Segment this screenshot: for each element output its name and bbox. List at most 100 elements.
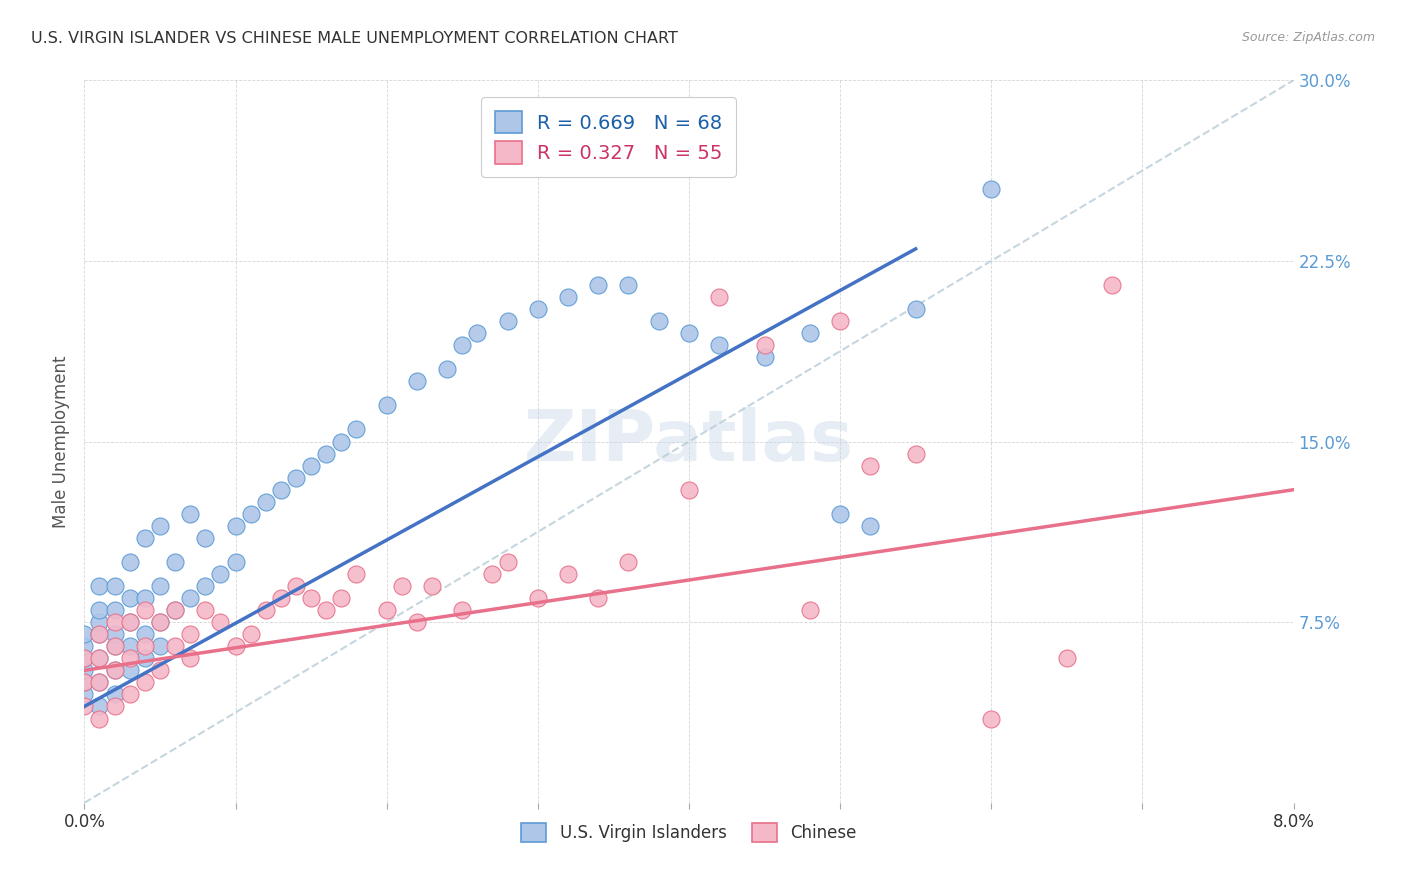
Point <box>346 567 368 582</box>
Point <box>118 591 141 605</box>
Point <box>754 350 776 364</box>
Point <box>179 591 201 605</box>
Point <box>830 507 852 521</box>
Point <box>225 555 247 569</box>
Point <box>179 627 201 641</box>
Point <box>678 326 700 340</box>
Point <box>285 579 308 593</box>
Point <box>89 651 111 665</box>
Point <box>73 651 96 665</box>
Point <box>315 446 337 460</box>
Point <box>149 579 172 593</box>
Point <box>209 615 232 630</box>
Text: U.S. VIRGIN ISLANDER VS CHINESE MALE UNEMPLOYMENT CORRELATION CHART: U.S. VIRGIN ISLANDER VS CHINESE MALE UNE… <box>31 31 678 46</box>
Point <box>89 712 111 726</box>
Point <box>104 664 127 678</box>
Y-axis label: Male Unemployment: Male Unemployment <box>52 355 70 528</box>
Point <box>165 639 187 653</box>
Point <box>104 699 127 714</box>
Point <box>467 326 489 340</box>
Point <box>89 651 111 665</box>
Point <box>134 591 156 605</box>
Point <box>391 579 413 593</box>
Point <box>165 555 187 569</box>
Point <box>73 675 96 690</box>
Point <box>134 627 156 641</box>
Point <box>118 615 141 630</box>
Point <box>904 446 927 460</box>
Point <box>118 555 141 569</box>
Point <box>104 639 127 653</box>
Point <box>73 699 96 714</box>
Legend: U.S. Virgin Islanders, Chinese: U.S. Virgin Islanders, Chinese <box>515 816 863 848</box>
Point <box>588 277 610 292</box>
Point <box>1056 651 1078 665</box>
Point <box>118 664 141 678</box>
Point <box>149 615 172 630</box>
Point <box>285 470 308 484</box>
Point <box>73 664 96 678</box>
Point <box>859 518 882 533</box>
Point <box>73 651 96 665</box>
Point <box>588 591 610 605</box>
Point <box>436 362 458 376</box>
Point <box>527 301 550 317</box>
Point <box>89 699 111 714</box>
Point <box>104 664 127 678</box>
Point <box>904 301 927 317</box>
Point <box>104 579 127 593</box>
Point <box>225 518 247 533</box>
Point <box>330 434 353 449</box>
Point <box>406 615 429 630</box>
Text: ZIPatlas: ZIPatlas <box>524 407 853 476</box>
Point <box>73 639 96 653</box>
Point <box>134 603 156 617</box>
Point <box>709 338 731 352</box>
Point <box>496 555 519 569</box>
Point <box>239 507 262 521</box>
Point <box>406 374 429 388</box>
Point <box>179 651 201 665</box>
Point <box>134 651 156 665</box>
Point <box>89 675 111 690</box>
Point <box>149 518 172 533</box>
Point <box>678 483 700 497</box>
Point <box>104 627 127 641</box>
Point <box>149 639 172 653</box>
Point <box>980 712 1002 726</box>
Point <box>481 567 503 582</box>
Point <box>617 555 640 569</box>
Point <box>270 591 292 605</box>
Point <box>118 651 141 665</box>
Point <box>118 615 141 630</box>
Point <box>134 531 156 545</box>
Point <box>118 639 141 653</box>
Point <box>346 422 368 436</box>
Point <box>89 675 111 690</box>
Point <box>194 579 217 593</box>
Point <box>799 326 821 340</box>
Point <box>1101 277 1123 292</box>
Point <box>134 675 156 690</box>
Point <box>980 181 1002 195</box>
Point <box>165 603 187 617</box>
Point <box>73 687 96 701</box>
Point <box>149 615 172 630</box>
Point <box>299 591 322 605</box>
Point <box>89 579 111 593</box>
Point <box>830 314 852 328</box>
Point <box>73 675 96 690</box>
Point <box>451 338 474 352</box>
Point <box>239 627 262 641</box>
Point <box>104 639 127 653</box>
Point <box>254 603 277 617</box>
Point <box>89 603 111 617</box>
Point <box>375 603 398 617</box>
Point <box>754 338 776 352</box>
Point <box>89 615 111 630</box>
Point <box>315 603 337 617</box>
Point <box>73 627 96 641</box>
Point <box>104 615 127 630</box>
Point <box>557 567 579 582</box>
Point <box>648 314 671 328</box>
